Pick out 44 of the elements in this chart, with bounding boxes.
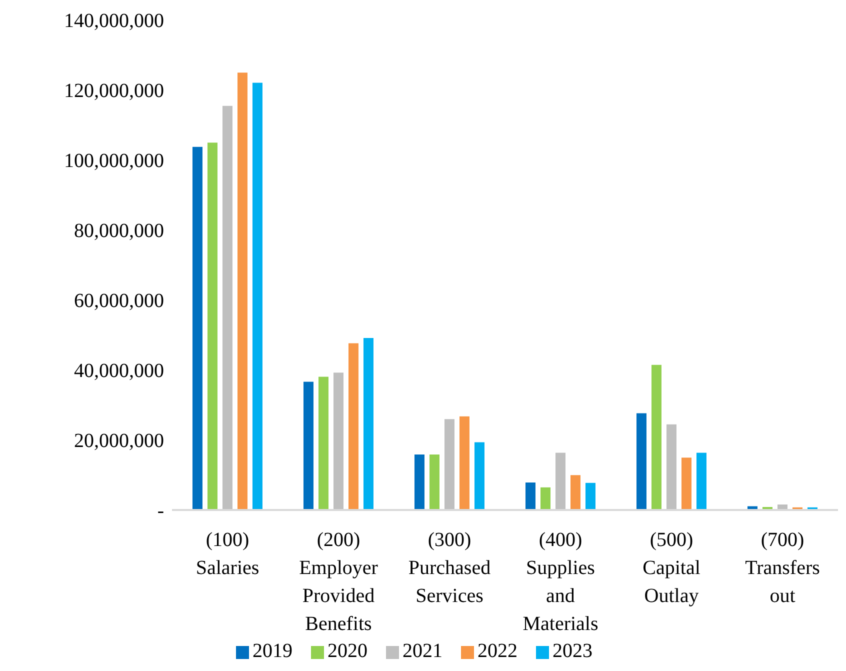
x-tick-label: (400) Supplies and Materials [522,529,598,635]
bar [428,454,440,510]
bar [524,482,536,510]
bar [347,342,360,510]
bar [473,441,486,510]
x-tick-label: (300) Purchased Services [408,529,491,607]
bar [695,452,708,510]
bar [206,142,218,510]
x-tick-label: (700) Transfers out [745,529,820,607]
y-tick-label: 20,000,000 [74,430,164,452]
bar [302,380,314,510]
bar [362,336,374,510]
bar [251,82,264,510]
legend-label: 2023 [552,640,592,662]
bar [191,146,204,510]
bar [680,456,692,510]
y-tick-label: - [157,500,164,522]
bar [221,104,234,510]
y-tick-label: 60,000,000 [74,290,164,312]
x-tick-label: (200) Employer Provided Benefits [299,529,378,635]
bar [584,482,596,510]
x-tick-label: (100) Salaries [196,529,260,579]
bar [317,376,330,510]
bar [569,474,582,510]
bar [650,364,662,510]
bar [413,454,426,510]
x-tick-label: (500) Capital Outlay [642,529,701,607]
legend-label: 2019 [252,640,292,662]
y-tick-label: 140,000,000 [64,10,164,32]
y-tick-label: 40,000,000 [74,360,164,382]
y-tick-label: 100,000,000 [64,150,164,172]
y-tick-label: 120,000,000 [64,80,164,102]
legend-label: 2021 [402,640,442,662]
legend-label: 2022 [478,640,518,662]
bar [554,452,566,510]
bar [635,412,648,510]
bar [458,415,470,510]
y-tick-label: 80,000,000 [74,220,164,242]
bar [539,486,552,510]
bar [443,418,456,510]
bar [236,72,248,510]
bar [332,372,344,510]
legend-label: 2020 [328,640,368,662]
bar [665,423,678,510]
